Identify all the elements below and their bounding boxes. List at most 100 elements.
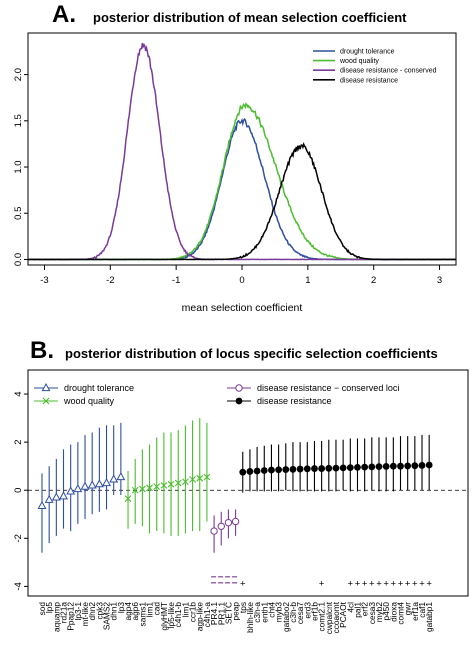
- locus-label: tps: [238, 602, 248, 613]
- locus-label: cwpalcnt: [324, 601, 334, 634]
- plus-marker: +: [348, 578, 354, 589]
- locus-point: [397, 462, 404, 470]
- density-line-drought-tolerance: [27, 117, 456, 261]
- panel-b-y-tick-label: -4: [13, 582, 24, 590]
- plus-marker: +: [369, 578, 375, 589]
- panel-b-y-tick-label: 2: [13, 439, 24, 444]
- panel-a-y-tick-label: 0.5: [13, 207, 24, 220]
- locus-point: [239, 468, 247, 476]
- density-line-wood-quality: [27, 102, 457, 261]
- panel-a-x-tick-label: -1: [172, 275, 180, 286]
- panel-b-locus-labels: sodlp5aquamprd21aPpap12lp3-1mt-likedhn2c…: [37, 601, 434, 634]
- locus-label: cht4: [266, 602, 276, 618]
- locus-point: [411, 462, 419, 470]
- locus-point: [404, 462, 412, 470]
- panel-a-y-tick-label: 2.0: [13, 68, 24, 81]
- locus-label: caf1: [417, 602, 427, 618]
- plus-marker: +: [362, 578, 368, 589]
- locus-label: lim1: [145, 602, 155, 618]
- locus-point: [131, 486, 139, 494]
- locus-label: myb3: [274, 602, 284, 623]
- locus-label: c4h1-b: [173, 602, 183, 628]
- panel-a: A. posterior distribution of mean select…: [13, 1, 457, 314]
- locus-point: [210, 527, 218, 535]
- locus-label: gwr: [403, 602, 413, 616]
- plus-marker: +: [419, 578, 425, 589]
- locus-point: [59, 491, 68, 500]
- plus-marker: +: [391, 578, 397, 589]
- locus-label: ccr1b: [188, 602, 198, 623]
- locus-label: aquamp: [51, 602, 61, 632]
- locus-label: agp6: [130, 602, 140, 621]
- locus-label: cesa3: [367, 602, 377, 625]
- density-line-disease-resistance-conserved: [28, 42, 456, 261]
- locus-label: c3h-b: [288, 602, 298, 623]
- panel-a-x-tick-label: 3: [437, 275, 442, 286]
- locus-point: [382, 463, 390, 470]
- locus-label: PR1.1: [216, 602, 226, 625]
- locus-label: c4h1-a: [202, 602, 212, 628]
- panel-b: B. posterior distribution of locus speci…: [13, 337, 469, 634]
- locus-point: [217, 522, 225, 530]
- locus-point: [160, 482, 168, 489]
- locus-point: [289, 465, 297, 473]
- locus-point: [94, 479, 104, 488]
- locus-label: bhlh-like: [245, 602, 255, 633]
- panel-a-y-tick-label: 1.5: [13, 114, 24, 127]
- legend-label: wood quality: [63, 396, 115, 406]
- locus-label: PCAOt: [338, 601, 348, 628]
- panel-b-plot-frame: [27, 369, 469, 597]
- locus-point: [224, 518, 233, 527]
- locus-point: [268, 466, 275, 474]
- locus-point: [66, 486, 76, 495]
- locus-label: agp4: [123, 602, 133, 621]
- locus-label: enth1: [259, 602, 269, 623]
- plus-marker: +: [355, 578, 361, 589]
- locus-point: [339, 464, 347, 472]
- locus-label: erf2: [360, 602, 370, 617]
- locus-label: agp-like: [195, 602, 205, 631]
- locus-label: Ppap12: [66, 602, 76, 631]
- legend-label: wood quality: [339, 58, 379, 65]
- locus-label: SETC: [223, 602, 233, 624]
- panel-b-y-tick-label: 4: [13, 391, 24, 396]
- locus-label: ccoaomt: [331, 601, 341, 633]
- panel-a-x-axis: -3 -2 -1 0 1 2 3: [40, 265, 442, 286]
- locus-label: erf1a: [410, 602, 420, 621]
- plus-marker: +: [376, 578, 382, 589]
- legend-label: disease resistance: [257, 396, 332, 406]
- panel-b-y-tick-label: -2: [13, 534, 24, 542]
- locus-point: [116, 471, 126, 481]
- locus-label: PR4.1: [209, 602, 219, 625]
- locus-point: [189, 476, 196, 483]
- locus-point: [296, 465, 304, 473]
- locus-point: [275, 466, 283, 474]
- locus-point: [37, 500, 47, 509]
- plus-marker: +: [319, 578, 325, 589]
- locus-point: [124, 495, 132, 503]
- density-line-disease-resistance: [28, 142, 457, 261]
- locus-label: dioxa: [388, 602, 398, 622]
- legend-label: drought tolerance: [64, 383, 134, 393]
- panel-a-x-tick-label: -2: [106, 275, 114, 286]
- locus-point: [354, 463, 361, 471]
- panel-a-x-tick-label: 2: [371, 275, 376, 286]
- panel-b-letter: B.: [30, 337, 54, 364]
- legend-label: disease resistance: [340, 77, 398, 84]
- plus-marker: +: [426, 578, 432, 589]
- locus-point: [346, 464, 354, 472]
- locus-point: [196, 474, 204, 482]
- locus-label: gatabo2: [281, 602, 291, 632]
- locus-point: [109, 474, 119, 483]
- plus-marker: +: [398, 578, 404, 589]
- panel-b-legend: drought tolerance wood quality disease res…: [34, 382, 399, 406]
- locus-label: glyHMT: [159, 602, 169, 631]
- panel-b-locus-estimates: + + + + + + + + + + + + + +: [37, 418, 433, 589]
- locus-point: [425, 461, 433, 469]
- legend-label: drought tolerance: [340, 49, 395, 56]
- legend-marker: [41, 382, 51, 392]
- locus-label: 4cl: [345, 602, 355, 613]
- legend-label: disease resistance − conserved loci: [257, 383, 399, 393]
- locus-point: [389, 462, 397, 470]
